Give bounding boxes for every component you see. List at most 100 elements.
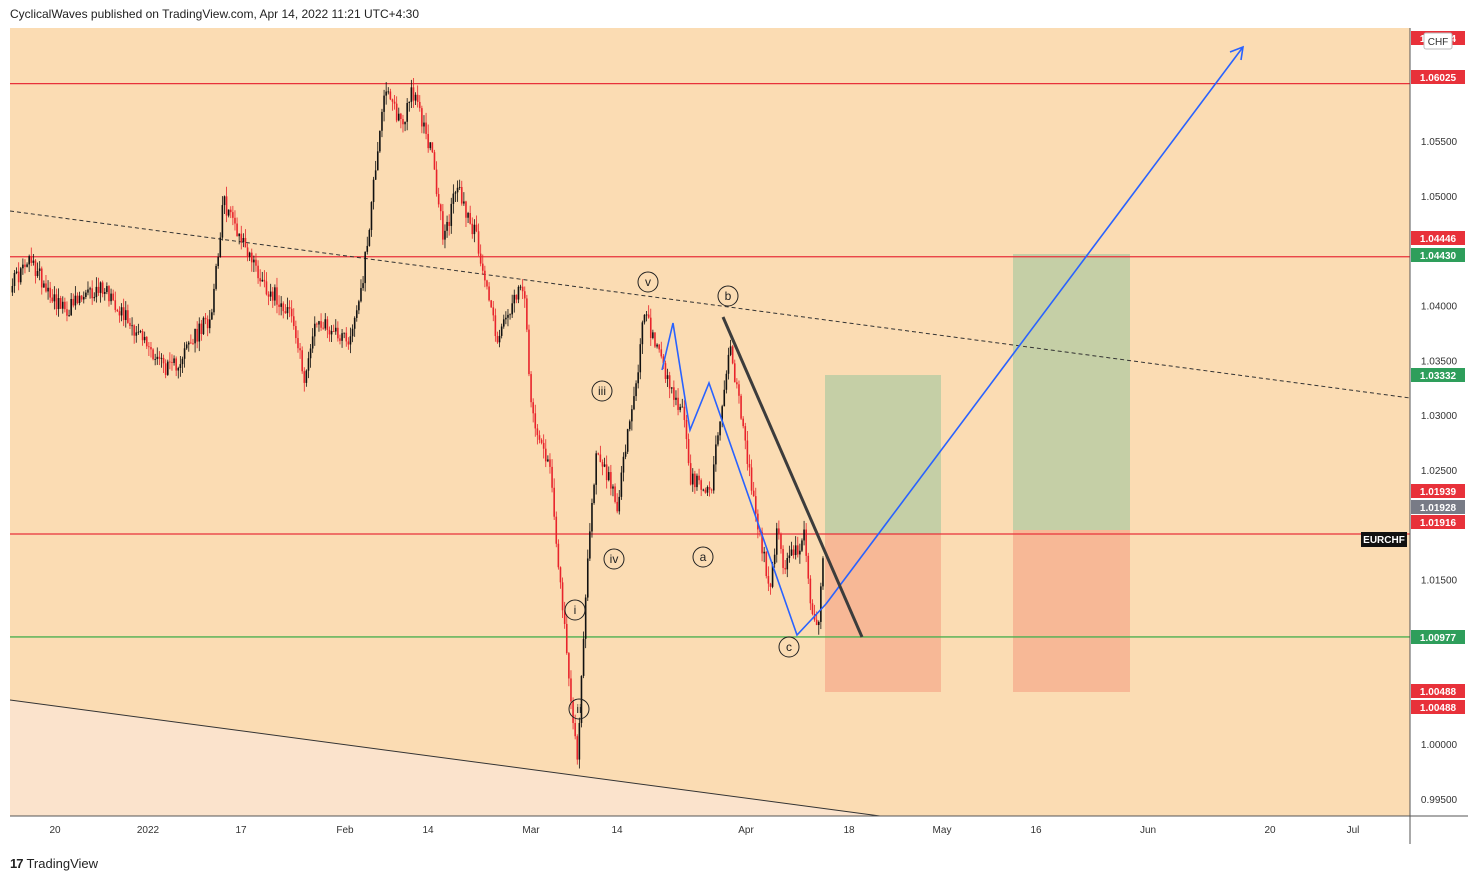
candle-body [784,567,786,570]
price-label: 1.04446 [1420,234,1457,245]
candle-body [148,346,150,348]
candle-body [668,375,671,389]
y-tick-label: 1.03000 [1421,411,1458,422]
wave-label-circle-iv [603,548,625,570]
candle-body [370,202,373,230]
y-tick-label: 0.99500 [1421,795,1458,806]
price-label: 1.04430 [1420,251,1457,262]
candle-body [723,389,726,407]
candle-body [152,349,154,360]
wave-label-circle-ii [568,698,590,720]
candle-body [280,303,282,307]
candle-body [513,294,516,304]
candle-body [110,293,112,302]
candle-body [114,300,117,310]
candle-body [725,373,728,390]
wave-label-circle-c [778,636,800,658]
candle-body [511,303,513,315]
candle-body [229,209,232,213]
candle-body [565,623,568,654]
wave-arrow-head [1229,45,1245,61]
candle-body [196,328,198,342]
candle-body [103,292,106,294]
candle-body [467,213,469,218]
candle-body [32,260,35,263]
y-tick-label: 1.02500 [1421,466,1458,477]
candle-body [542,442,545,449]
symbol-badge [1361,532,1407,547]
candle-body [389,91,392,100]
candle-body [433,152,436,170]
candle-body [706,487,709,493]
price-label-badge [1411,248,1465,262]
candle-body [660,349,663,357]
candle-body [74,295,77,306]
candle-body [425,122,427,134]
x-tick-label: 20 [1264,825,1276,836]
candle-body [400,113,402,120]
candle-body [225,196,228,216]
candle-body [494,315,497,337]
candle-body [385,91,387,96]
candle-body [662,356,665,364]
candle-body [358,301,360,311]
candle-body [710,489,713,491]
candle-body [694,473,696,488]
candle-body [435,169,438,195]
candle-body [626,429,629,452]
candle-body [43,283,45,288]
candle-body [536,428,539,436]
candle-body [15,271,18,274]
candle-body [345,332,348,342]
price-label-badge [1411,630,1465,644]
candle-body [704,489,707,493]
candle-body [282,303,285,312]
candle-body [488,286,490,301]
candle-body [324,319,327,329]
candle-body [509,314,511,316]
symbol-label: EURCHF [1363,535,1405,546]
candle-body [794,545,797,556]
candle-body [219,237,222,257]
candle-body [265,281,268,295]
candle-body [45,283,47,292]
price-label: 1.00977 [1420,633,1457,644]
candle-body [557,543,560,568]
candle-body [547,459,549,462]
x-tick-label: Jun [1140,825,1156,836]
candle-body [387,91,390,93]
candle-body [788,555,791,559]
candle-body [240,233,243,243]
candle-body [122,307,125,321]
x-tick-label: 2022 [137,825,160,836]
candle-body [78,295,81,304]
publisher-header: CyclicalWaves published on TradingView.c… [10,7,420,21]
candle-body [66,309,68,316]
tradingview-footer[interactable]: 17 TradingView [10,853,98,873]
candle-body [481,263,484,271]
wave-label-a: a [700,550,707,564]
candle-body [681,406,684,408]
candle-body [471,223,474,235]
candle-body [381,111,383,131]
candle-body [404,121,406,125]
candle-body [51,297,54,302]
candle-body [647,314,650,318]
candle-body [614,486,616,502]
candle-body [139,331,142,332]
candle-body [326,319,329,330]
candle-body [215,266,217,289]
candle-body [362,283,364,289]
candle-body [305,370,308,383]
candle-body [736,382,738,385]
candle-body [815,619,818,626]
candle-body [637,372,639,384]
candle-body [194,328,196,344]
candle-body [805,529,807,556]
candle-body [337,327,339,339]
wave-label-circle-v [637,271,659,293]
candle-body [316,323,318,325]
candle-body [679,406,681,410]
candle-body [628,421,631,430]
